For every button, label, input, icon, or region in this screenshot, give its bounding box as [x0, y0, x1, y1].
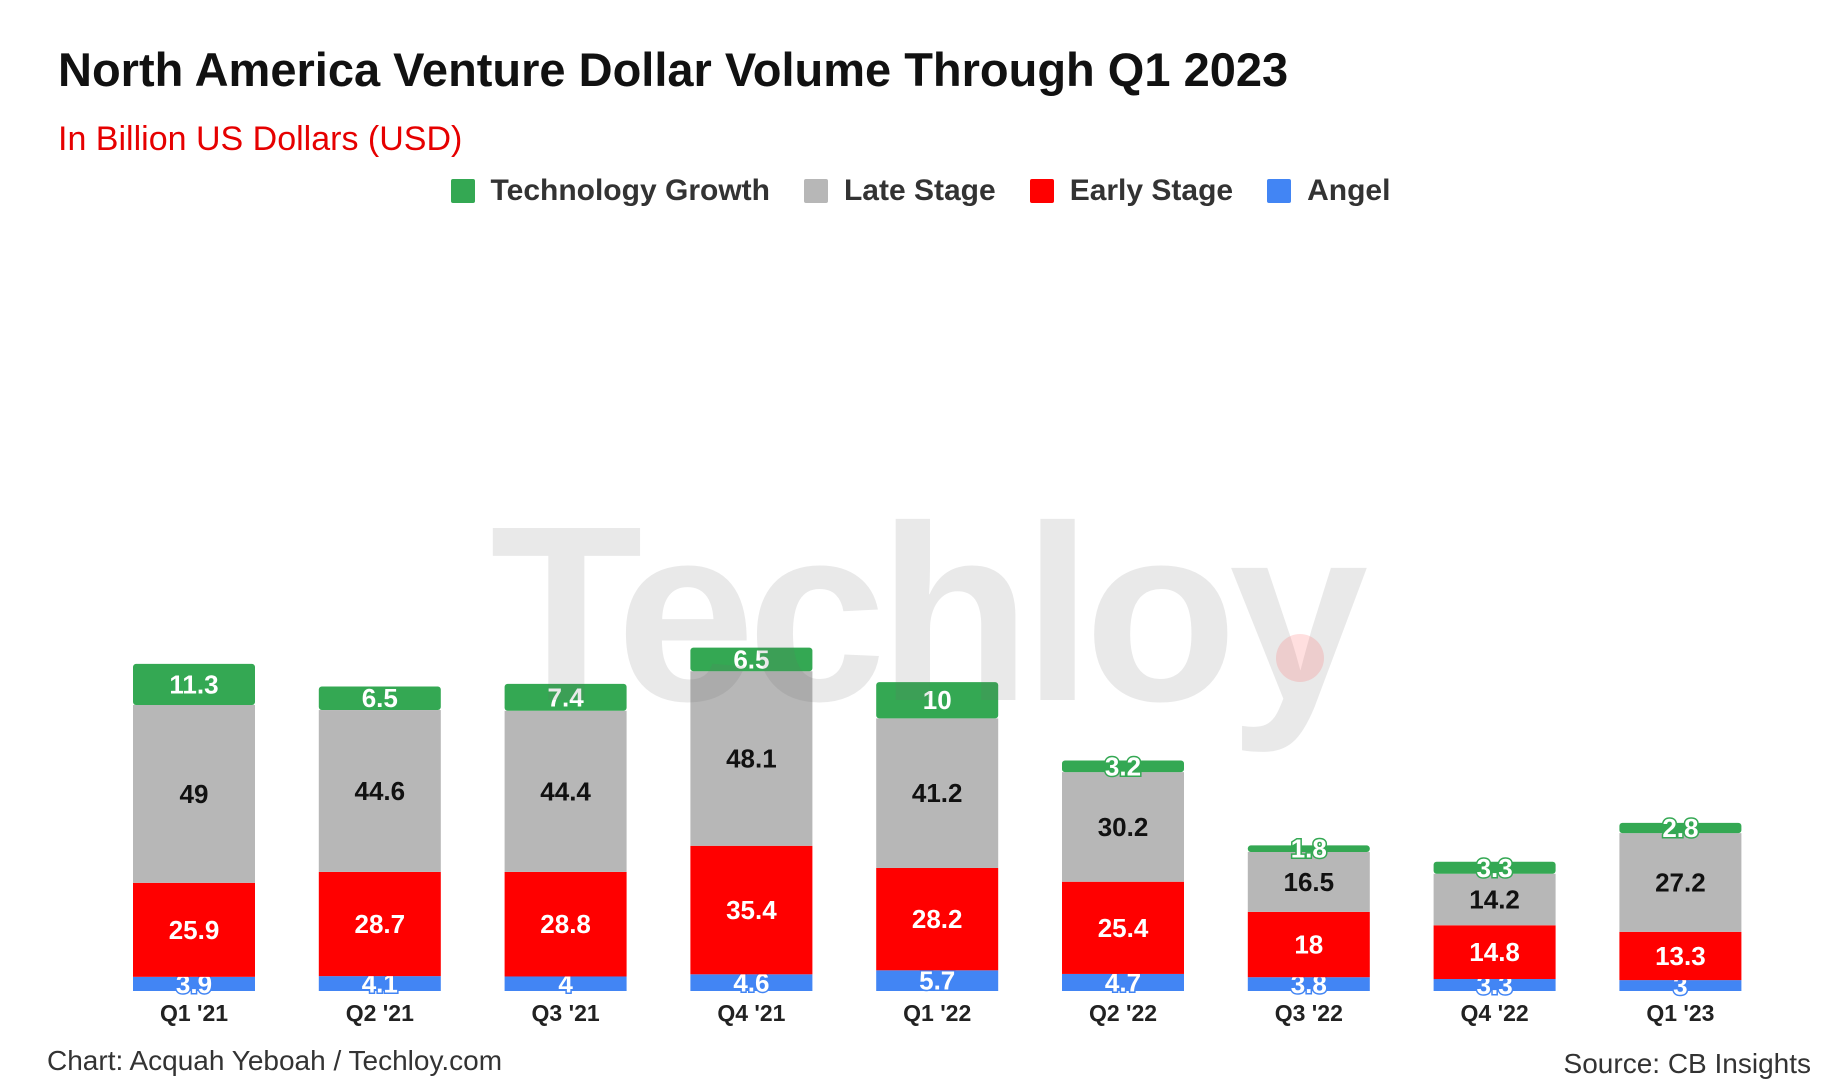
x-tick-label-q2-21: Q2 '21: [346, 1000, 414, 1026]
bar-segment-late-stage-q2-22: [1062, 772, 1184, 882]
bar-segment-early-stage-q1-22: [876, 867, 999, 971]
bar-segment-angel-q1-21: [133, 976, 255, 991]
data-label-late-stage-q4-22: 14.2: [1469, 885, 1520, 915]
bar-segment-angel-q2-22: [1062, 973, 1184, 991]
x-tick-label-q1-23: Q1 '23: [1646, 1000, 1714, 1026]
bar-segment-late-stage-q1-22: [876, 718, 999, 868]
legend-label-technology-growth: Technology Growth: [490, 174, 770, 207]
chart-title: North America Venture Dollar Volume Thro…: [58, 43, 1289, 96]
bar-segment-technology-growth-q1-23: [1619, 822, 1742, 834]
data-label-technology-growth-q3-21: 7.4: [548, 682, 585, 712]
bar-segment-technology-growth-q1-22: [876, 682, 999, 719]
bar-segment-late-stage-q1-23: [1619, 833, 1742, 932]
x-tick-label-q2-22: Q2 '22: [1089, 1000, 1157, 1026]
bar-segment-early-stage-q4-21: [690, 845, 813, 975]
bar-segment-early-stage-q2-22: [1062, 881, 1184, 974]
data-label-technology-growth-q2-22: 3.2: [1105, 751, 1141, 781]
bar-segment-angel-q4-21: [690, 974, 813, 991]
data-label-early-stage-q3-21: 28.8: [540, 909, 591, 939]
legend-item-angel: Angel: [1267, 174, 1390, 208]
data-label-late-stage-q4-21: 48.1: [726, 743, 777, 773]
legend-swatch-angel: [1267, 179, 1292, 203]
watermark-dot: [1276, 634, 1324, 682]
data-label-technology-growth-q4-22: 3.3: [1477, 853, 1513, 883]
bar-segment-early-stage-q3-22: [1247, 911, 1370, 978]
bar-segment-late-stage-q3-21: [504, 710, 627, 872]
legend-item-technology-growth: Technology Growth: [450, 174, 770, 208]
bar-segment-early-stage-q2-21: [318, 871, 441, 977]
bar-segment-angel-q3-21: [504, 976, 627, 991]
data-label-late-stage-q2-22: 30.2: [1098, 812, 1149, 842]
bar-segment-late-stage-q4-21: [690, 671, 813, 846]
bar-segment-late-stage-q3-22: [1247, 851, 1370, 912]
legend-item-late-stage: Late Stage: [803, 174, 996, 208]
bar-segment-early-stage-q4-22: [1433, 925, 1556, 980]
chart-credit: Chart: Acquah Yeboah / Techloy.com: [47, 1045, 503, 1076]
legend-swatch-late-stage: [803, 179, 828, 203]
x-tick-label-q4-22: Q4 '22: [1461, 1000, 1529, 1026]
data-label-early-stage-q1-21: 25.9: [169, 915, 220, 945]
data-label-technology-growth-q4-21: 6.5: [733, 644, 769, 674]
legend-label-angel: Angel: [1307, 174, 1391, 207]
legend-label-early-stage: Early Stage: [1069, 174, 1234, 207]
bar-segment-angel-q4-22: [1433, 979, 1556, 991]
bar-segment-technology-growth-q2-22: [1062, 760, 1184, 773]
chart-source: Source: CB Insights: [1563, 1048, 1811, 1079]
x-tick-label-q4-21: Q4 '21: [717, 1000, 785, 1026]
data-label-technology-growth-q3-22: 1.8: [1291, 834, 1327, 864]
bar-segment-late-stage-q2-21: [318, 710, 441, 872]
data-label-late-stage-q1-23: 27.2: [1655, 867, 1706, 897]
x-tick-label-q1-21: Q1 '21: [160, 1000, 228, 1026]
bar-segment-technology-growth-q1-21: [133, 663, 255, 705]
bar-segment-angel-q2-21: [318, 976, 441, 991]
bar-segment-angel-q1-23: [1619, 980, 1742, 991]
legend-label-late-stage: Late Stage: [843, 174, 996, 207]
data-label-technology-growth-q1-23: 2.8: [1662, 813, 1698, 843]
legend-item-early-stage: Early Stage: [1029, 174, 1234, 208]
bar-segment-technology-growth-q3-22: [1247, 845, 1370, 852]
chart-legend: Technology Growth Late Stage Early Stage…: [0, 174, 1841, 208]
data-label-late-stage-q1-22: 41.2: [912, 778, 963, 808]
bar-segment-technology-growth-q4-22: [1433, 861, 1556, 874]
legend-swatch-early-stage: [1029, 179, 1054, 203]
x-tick-label-q1-22: Q1 '22: [903, 1000, 971, 1026]
watermark-logo: Techloy: [490, 474, 1368, 753]
data-label-technology-growth-q1-22: 10: [923, 685, 952, 715]
data-label-early-stage-q4-21: 35.4: [726, 895, 777, 925]
data-label-late-stage-q3-21: 44.4: [540, 776, 591, 806]
data-label-late-stage-q2-21: 44.6: [354, 776, 405, 806]
data-label-early-stage-q4-22: 14.8: [1469, 937, 1520, 967]
data-label-early-stage-q1-23: 13.3: [1655, 941, 1706, 971]
data-label-early-stage-q2-22: 25.4: [1098, 913, 1149, 943]
bar-segment-technology-growth-q4-21: [690, 647, 813, 672]
data-label-late-stage-q3-22: 16.5: [1283, 867, 1334, 897]
bar-segment-angel-q3-22: [1247, 977, 1370, 991]
chart-subtitle: In Billion US Dollars (USD): [58, 120, 463, 158]
data-label-technology-growth-q1-21: 11.3: [169, 669, 218, 699]
bar-segment-early-stage-q1-23: [1619, 931, 1742, 981]
data-label-early-stage-q1-22: 28.2: [912, 904, 963, 934]
data-label-late-stage-q1-21: 49: [180, 779, 209, 809]
bar-segment-late-stage-q4-22: [1433, 873, 1556, 926]
bar-segment-angel-q1-22: [876, 970, 999, 991]
bar-segment-early-stage-q3-21: [504, 871, 627, 977]
data-label-technology-growth-q2-21: 6.5: [362, 683, 398, 713]
bar-segment-early-stage-q1-21: [133, 882, 255, 977]
x-tick-label-q3-22: Q3 '22: [1275, 1000, 1343, 1026]
bar-segment-late-stage-q1-21: [133, 704, 255, 883]
bar-segment-technology-growth-q3-21: [504, 683, 627, 711]
x-tick-label-q3-21: Q3 '21: [532, 1000, 600, 1026]
bar-segment-technology-growth-q2-21: [318, 686, 441, 711]
legend-swatch-technology-growth: [450, 179, 475, 203]
data-label-early-stage-q3-22: 18: [1294, 930, 1323, 960]
data-label-early-stage-q2-21: 28.7: [354, 909, 405, 939]
